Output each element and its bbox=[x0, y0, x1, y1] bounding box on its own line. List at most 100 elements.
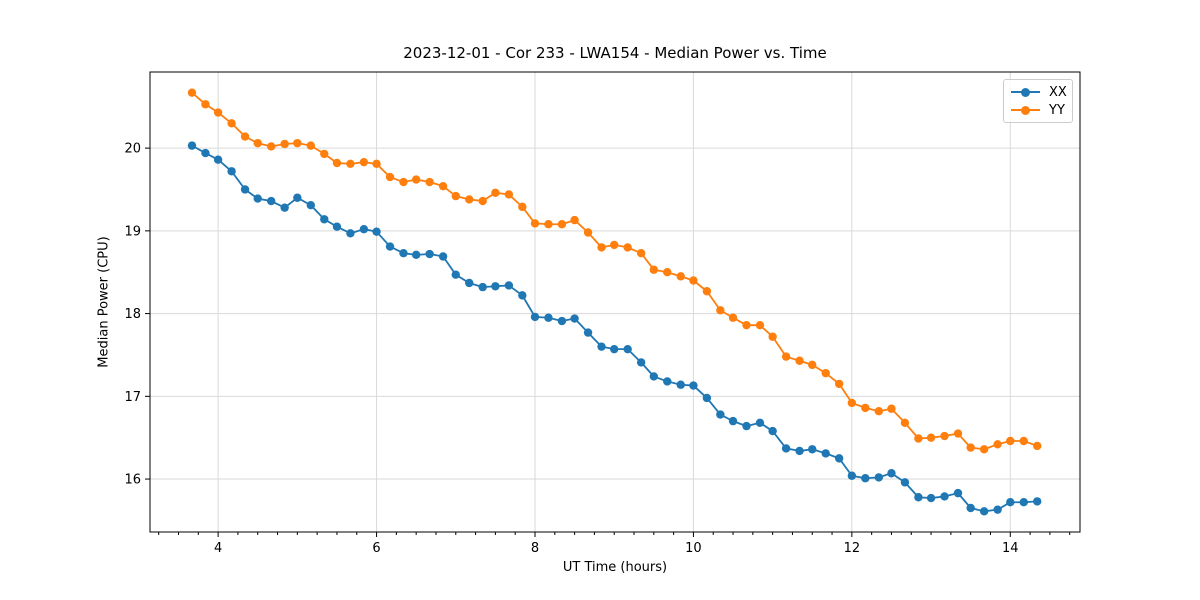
data-point-xx bbox=[610, 344, 619, 354]
data-point-xx bbox=[570, 314, 579, 323]
data-point-xx bbox=[530, 312, 540, 322]
data-point-yy bbox=[372, 159, 381, 169]
x-tick-label: 12 bbox=[844, 541, 861, 556]
x-tick-label: 4 bbox=[214, 541, 222, 556]
data-point-xx bbox=[438, 252, 448, 261]
data-point-yy bbox=[465, 195, 474, 204]
data-point-yy bbox=[491, 188, 500, 197]
data-point-xx bbox=[953, 488, 963, 498]
data-point-xx bbox=[267, 196, 276, 206]
data-point-yy bbox=[808, 360, 817, 370]
data-point-yy bbox=[993, 440, 1002, 449]
data-point-yy bbox=[1033, 441, 1042, 451]
data-point-xx bbox=[320, 215, 329, 224]
data-point-xx bbox=[874, 473, 883, 482]
data-point-yy bbox=[940, 431, 949, 441]
series-yy bbox=[187, 88, 1042, 454]
data-point-yy bbox=[874, 407, 883, 416]
data-point-yy bbox=[478, 196, 487, 206]
data-point-yy bbox=[267, 142, 276, 151]
data-point-xx bbox=[689, 381, 698, 390]
data-point-yy bbox=[293, 138, 302, 148]
data-point-xx bbox=[728, 416, 738, 426]
data-point-xx bbox=[795, 446, 804, 456]
data-point-xx bbox=[781, 444, 791, 453]
data-point-yy bbox=[781, 352, 791, 361]
legend-label: YY bbox=[1049, 102, 1065, 118]
data-point-yy bbox=[610, 240, 619, 250]
data-point-xx bbox=[504, 281, 514, 290]
data-point-xx bbox=[372, 227, 381, 236]
data-point-yy bbox=[636, 248, 646, 258]
data-point-xx bbox=[399, 248, 408, 258]
series-xx bbox=[187, 141, 1042, 516]
data-point-yy bbox=[795, 356, 804, 365]
y-tick-label: 18 bbox=[124, 307, 141, 322]
y-tick-label: 17 bbox=[124, 390, 141, 405]
data-point-yy bbox=[187, 88, 197, 97]
data-point-yy bbox=[663, 268, 672, 277]
legend-item-xx: XX bbox=[1011, 83, 1067, 101]
data-point-yy bbox=[847, 398, 857, 408]
data-point-xx bbox=[518, 291, 527, 300]
data-point-xx bbox=[280, 203, 289, 212]
data-point-xx bbox=[979, 507, 989, 516]
data-point-yy bbox=[689, 276, 698, 285]
legend-line-marker-icon bbox=[1011, 87, 1040, 97]
data-point-xx bbox=[993, 505, 1002, 514]
data-point-yy bbox=[320, 149, 329, 159]
data-point-yy bbox=[676, 272, 685, 281]
data-point-yy bbox=[201, 100, 210, 109]
data-point-xx bbox=[623, 344, 632, 354]
data-point-xx bbox=[240, 185, 250, 194]
plot-border bbox=[149, 71, 1081, 533]
legend-label: XX bbox=[1049, 84, 1067, 100]
data-point-yy bbox=[332, 158, 342, 168]
data-point-xx bbox=[755, 418, 765, 427]
data-point-xx bbox=[1033, 497, 1042, 506]
data-point-yy bbox=[702, 287, 712, 296]
data-point-yy bbox=[861, 403, 870, 413]
data-point-xx bbox=[716, 410, 725, 419]
data-point-yy bbox=[979, 445, 989, 454]
data-point-xx bbox=[861, 474, 870, 483]
data-point-xx bbox=[187, 141, 197, 150]
data-point-yy bbox=[359, 157, 369, 167]
data-point-yy bbox=[583, 228, 593, 237]
data-point-xx bbox=[1019, 498, 1028, 507]
data-point-xx bbox=[425, 249, 434, 259]
tick-labels: 4 6 8 10 12 14 16 17 18 19 20 bbox=[124, 142, 1018, 556]
data-point-yy bbox=[438, 181, 448, 191]
y-tick-label: 19 bbox=[124, 224, 141, 239]
data-point-xx bbox=[227, 167, 236, 176]
data-point-yy bbox=[399, 177, 408, 187]
data-point-yy bbox=[742, 320, 751, 330]
data-point-yy bbox=[1019, 436, 1028, 446]
data-point-xx bbox=[332, 222, 342, 231]
data-point-yy bbox=[966, 443, 975, 452]
series-line-yy bbox=[191, 92, 1038, 451]
data-point-xx bbox=[385, 242, 395, 251]
data-point-xx bbox=[597, 342, 606, 351]
data-point-xx bbox=[557, 316, 567, 326]
data-point-yy bbox=[346, 159, 355, 169]
data-point-yy bbox=[544, 220, 553, 229]
data-point-yy bbox=[530, 219, 540, 228]
data-point-yy bbox=[451, 191, 460, 201]
data-point-yy bbox=[649, 265, 659, 274]
data-point-yy bbox=[570, 215, 579, 225]
data-point-xx bbox=[201, 148, 210, 158]
data-point-xx bbox=[411, 250, 421, 260]
data-point-xx bbox=[306, 201, 316, 210]
data-point-yy bbox=[821, 368, 830, 378]
data-point-xx bbox=[649, 372, 659, 381]
data-point-xx bbox=[847, 471, 857, 480]
data-point-xx bbox=[346, 229, 355, 238]
y-tick-label: 16 bbox=[124, 473, 141, 488]
data-point-xx bbox=[676, 380, 685, 389]
data-point-yy bbox=[768, 332, 777, 341]
data-point-xx bbox=[887, 469, 896, 478]
data-point-yy bbox=[926, 433, 936, 442]
data-point-yy bbox=[306, 141, 316, 150]
